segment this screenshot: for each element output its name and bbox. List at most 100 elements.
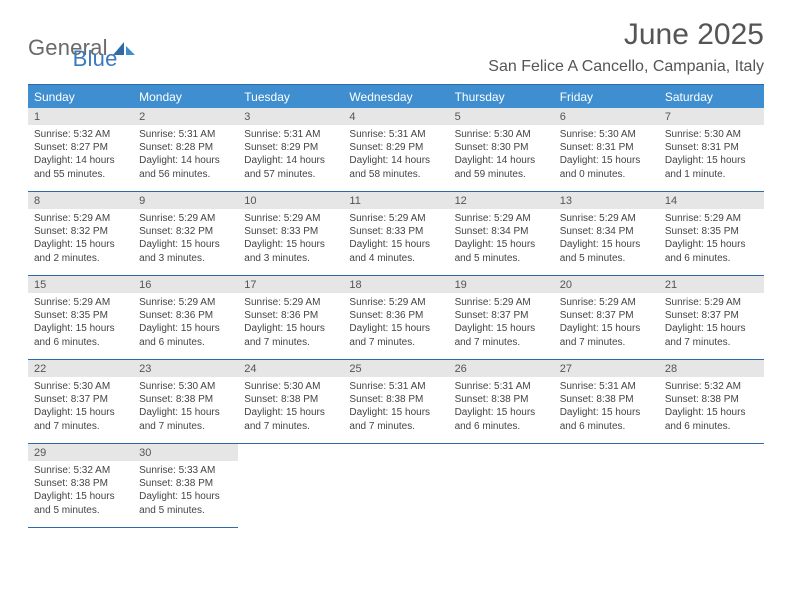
day-cell: 14Sunrise: 5:29 AMSunset: 8:35 PMDayligh…	[659, 192, 764, 276]
empty-cell	[343, 444, 448, 528]
day-number: 10	[238, 192, 343, 209]
day-number: 3	[238, 108, 343, 125]
dow-header: Tuesday	[238, 85, 343, 108]
day-body: Sunrise: 5:30 AMSunset: 8:38 PMDaylight:…	[238, 377, 343, 433]
day-body: Sunrise: 5:29 AMSunset: 8:32 PMDaylight:…	[28, 209, 133, 265]
day-number: 9	[133, 192, 238, 209]
day-cell: 23Sunrise: 5:30 AMSunset: 8:38 PMDayligh…	[133, 360, 238, 444]
day-cell: 30Sunrise: 5:33 AMSunset: 8:38 PMDayligh…	[133, 444, 238, 528]
day-body: Sunrise: 5:30 AMSunset: 8:31 PMDaylight:…	[659, 125, 764, 181]
day-cell: 4Sunrise: 5:31 AMSunset: 8:29 PMDaylight…	[343, 108, 448, 192]
day-cell: 19Sunrise: 5:29 AMSunset: 8:37 PMDayligh…	[449, 276, 554, 360]
day-body: Sunrise: 5:31 AMSunset: 8:29 PMDaylight:…	[343, 125, 448, 181]
day-body: Sunrise: 5:29 AMSunset: 8:33 PMDaylight:…	[238, 209, 343, 265]
day-cell: 13Sunrise: 5:29 AMSunset: 8:34 PMDayligh…	[554, 192, 659, 276]
day-body: Sunrise: 5:30 AMSunset: 8:30 PMDaylight:…	[449, 125, 554, 181]
day-cell: 10Sunrise: 5:29 AMSunset: 8:33 PMDayligh…	[238, 192, 343, 276]
day-number: 12	[449, 192, 554, 209]
day-body: Sunrise: 5:29 AMSunset: 8:36 PMDaylight:…	[343, 293, 448, 349]
dow-header: Saturday	[659, 85, 764, 108]
empty-cell	[238, 444, 343, 528]
logo-word-2: Blue	[73, 46, 118, 72]
day-number: 18	[343, 276, 448, 293]
day-body: Sunrise: 5:31 AMSunset: 8:38 PMDaylight:…	[449, 377, 554, 433]
day-body: Sunrise: 5:32 AMSunset: 8:27 PMDaylight:…	[28, 125, 133, 181]
day-cell: 18Sunrise: 5:29 AMSunset: 8:36 PMDayligh…	[343, 276, 448, 360]
day-number: 8	[28, 192, 133, 209]
day-body: Sunrise: 5:29 AMSunset: 8:37 PMDaylight:…	[449, 293, 554, 349]
day-number: 27	[554, 360, 659, 377]
day-cell: 6Sunrise: 5:30 AMSunset: 8:31 PMDaylight…	[554, 108, 659, 192]
day-body: Sunrise: 5:29 AMSunset: 8:37 PMDaylight:…	[659, 293, 764, 349]
day-cell: 22Sunrise: 5:30 AMSunset: 8:37 PMDayligh…	[28, 360, 133, 444]
day-cell: 24Sunrise: 5:30 AMSunset: 8:38 PMDayligh…	[238, 360, 343, 444]
dow-header: Thursday	[449, 85, 554, 108]
day-number: 6	[554, 108, 659, 125]
dow-header: Sunday	[28, 85, 133, 108]
day-number: 13	[554, 192, 659, 209]
day-cell: 16Sunrise: 5:29 AMSunset: 8:36 PMDayligh…	[133, 276, 238, 360]
day-number: 19	[449, 276, 554, 293]
calendar-grid: SundayMondayTuesdayWednesdayThursdayFrid…	[28, 84, 764, 528]
day-number: 14	[659, 192, 764, 209]
day-number: 26	[449, 360, 554, 377]
day-number: 21	[659, 276, 764, 293]
day-body: Sunrise: 5:33 AMSunset: 8:38 PMDaylight:…	[133, 461, 238, 517]
day-number: 24	[238, 360, 343, 377]
dow-header: Monday	[133, 85, 238, 108]
day-cell: 2Sunrise: 5:31 AMSunset: 8:28 PMDaylight…	[133, 108, 238, 192]
day-body: Sunrise: 5:31 AMSunset: 8:29 PMDaylight:…	[238, 125, 343, 181]
day-cell: 3Sunrise: 5:31 AMSunset: 8:29 PMDaylight…	[238, 108, 343, 192]
day-cell: 9Sunrise: 5:29 AMSunset: 8:32 PMDaylight…	[133, 192, 238, 276]
location: San Felice A Cancello, Campania, Italy	[488, 58, 764, 76]
day-cell: 12Sunrise: 5:29 AMSunset: 8:34 PMDayligh…	[449, 192, 554, 276]
day-body: Sunrise: 5:29 AMSunset: 8:37 PMDaylight:…	[554, 293, 659, 349]
day-number: 2	[133, 108, 238, 125]
day-body: Sunrise: 5:32 AMSunset: 8:38 PMDaylight:…	[28, 461, 133, 517]
day-cell: 15Sunrise: 5:29 AMSunset: 8:35 PMDayligh…	[28, 276, 133, 360]
day-body: Sunrise: 5:29 AMSunset: 8:36 PMDaylight:…	[238, 293, 343, 349]
empty-cell	[659, 444, 764, 528]
day-body: Sunrise: 5:30 AMSunset: 8:37 PMDaylight:…	[28, 377, 133, 433]
day-number: 7	[659, 108, 764, 125]
day-number: 25	[343, 360, 448, 377]
day-number: 16	[133, 276, 238, 293]
day-number: 4	[343, 108, 448, 125]
day-body: Sunrise: 5:29 AMSunset: 8:35 PMDaylight:…	[659, 209, 764, 265]
day-cell: 21Sunrise: 5:29 AMSunset: 8:37 PMDayligh…	[659, 276, 764, 360]
day-cell: 17Sunrise: 5:29 AMSunset: 8:36 PMDayligh…	[238, 276, 343, 360]
empty-cell	[449, 444, 554, 528]
day-number: 15	[28, 276, 133, 293]
month-title: June 2025	[488, 18, 764, 52]
dow-header: Wednesday	[343, 85, 448, 108]
day-number: 30	[133, 444, 238, 461]
day-body: Sunrise: 5:31 AMSunset: 8:38 PMDaylight:…	[343, 377, 448, 433]
day-number: 22	[28, 360, 133, 377]
dow-header: Friday	[554, 85, 659, 108]
day-cell: 20Sunrise: 5:29 AMSunset: 8:37 PMDayligh…	[554, 276, 659, 360]
day-cell: 7Sunrise: 5:30 AMSunset: 8:31 PMDaylight…	[659, 108, 764, 192]
day-body: Sunrise: 5:31 AMSunset: 8:28 PMDaylight:…	[133, 125, 238, 181]
day-body: Sunrise: 5:31 AMSunset: 8:38 PMDaylight:…	[554, 377, 659, 433]
day-cell: 5Sunrise: 5:30 AMSunset: 8:30 PMDaylight…	[449, 108, 554, 192]
day-body: Sunrise: 5:30 AMSunset: 8:31 PMDaylight:…	[554, 125, 659, 181]
calendar-page: General Blue June 2025 San Felice A Canc…	[0, 0, 792, 528]
day-body: Sunrise: 5:29 AMSunset: 8:32 PMDaylight:…	[133, 209, 238, 265]
empty-cell	[554, 444, 659, 528]
day-number: 23	[133, 360, 238, 377]
day-cell: 1Sunrise: 5:32 AMSunset: 8:27 PMDaylight…	[28, 108, 133, 192]
day-body: Sunrise: 5:30 AMSunset: 8:38 PMDaylight:…	[133, 377, 238, 433]
day-body: Sunrise: 5:29 AMSunset: 8:34 PMDaylight:…	[554, 209, 659, 265]
day-body: Sunrise: 5:29 AMSunset: 8:34 PMDaylight:…	[449, 209, 554, 265]
day-cell: 28Sunrise: 5:32 AMSunset: 8:38 PMDayligh…	[659, 360, 764, 444]
day-number: 1	[28, 108, 133, 125]
day-cell: 26Sunrise: 5:31 AMSunset: 8:38 PMDayligh…	[449, 360, 554, 444]
day-cell: 25Sunrise: 5:31 AMSunset: 8:38 PMDayligh…	[343, 360, 448, 444]
title-block: June 2025 San Felice A Cancello, Campani…	[488, 18, 764, 76]
day-cell: 27Sunrise: 5:31 AMSunset: 8:38 PMDayligh…	[554, 360, 659, 444]
day-cell: 29Sunrise: 5:32 AMSunset: 8:38 PMDayligh…	[28, 444, 133, 528]
header: General Blue June 2025 San Felice A Canc…	[28, 18, 764, 76]
day-body: Sunrise: 5:29 AMSunset: 8:35 PMDaylight:…	[28, 293, 133, 349]
day-cell: 11Sunrise: 5:29 AMSunset: 8:33 PMDayligh…	[343, 192, 448, 276]
day-body: Sunrise: 5:29 AMSunset: 8:33 PMDaylight:…	[343, 209, 448, 265]
